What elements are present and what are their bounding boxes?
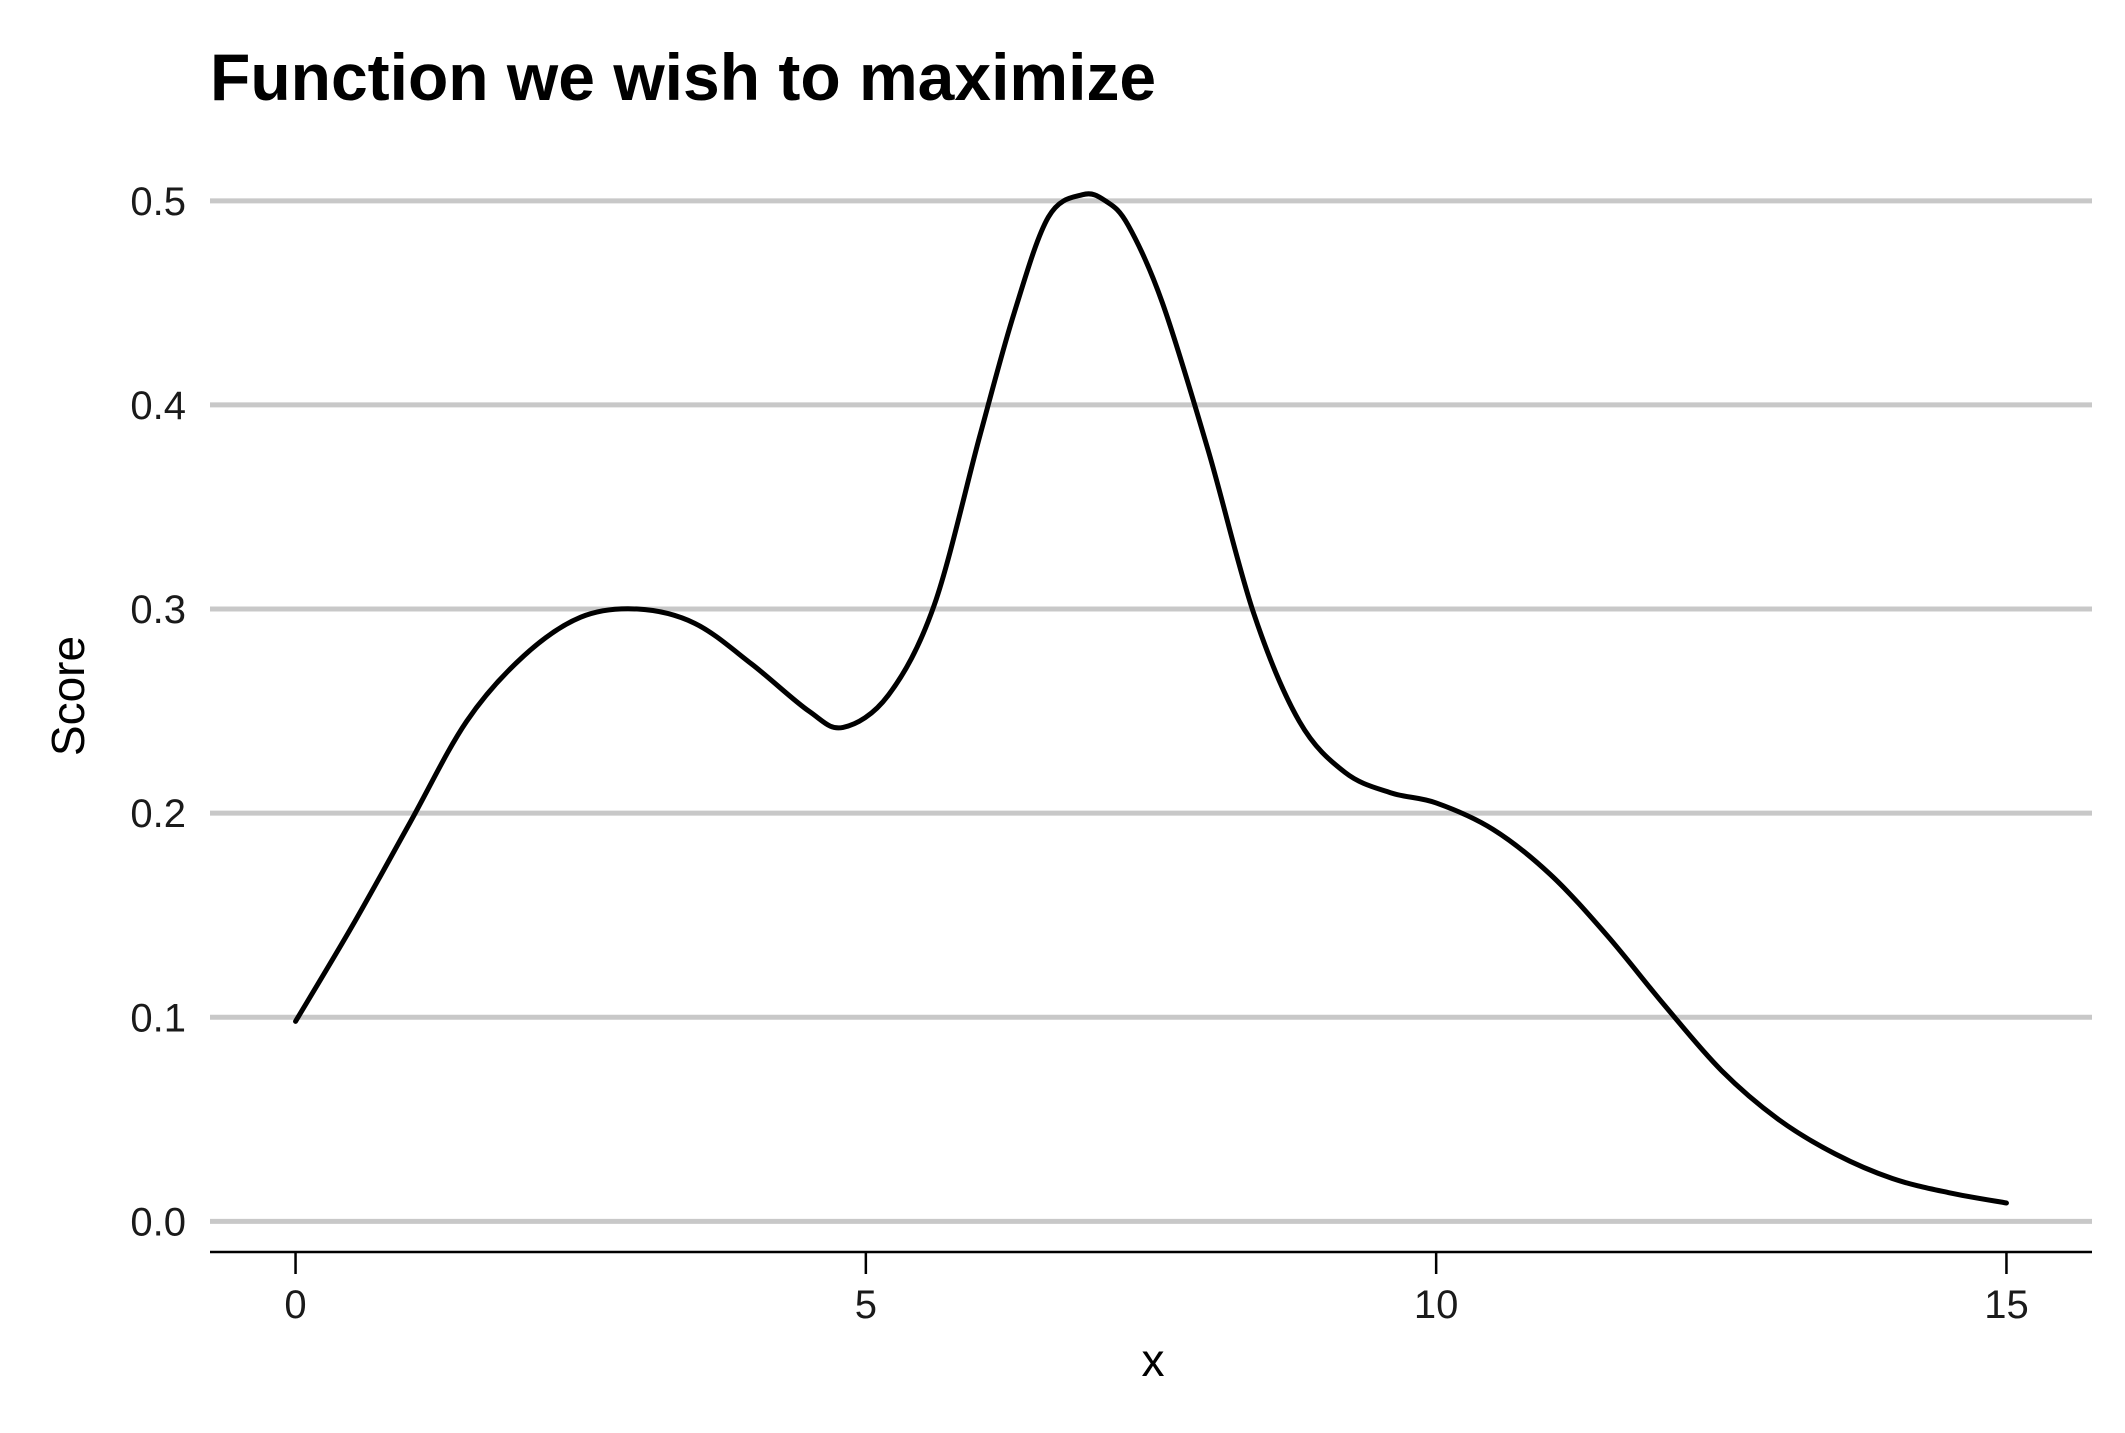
y-tick-label: 0.1	[130, 996, 186, 1040]
axis-layer	[210, 1250, 2092, 1274]
y-axis-title: Score	[42, 636, 94, 756]
x-tick-label: 15	[1984, 1283, 2029, 1327]
series-layer	[293, 191, 2009, 1206]
label-layer: Function we wish to maximize x Score 0.0…	[42, 40, 2029, 1386]
y-tick-label: 0.3	[130, 588, 186, 632]
x-axis-title: x	[1142, 1334, 1165, 1386]
x-tick-label: 0	[284, 1283, 306, 1327]
y-tick-label: 0.0	[130, 1200, 186, 1244]
x-tick-label: 10	[1414, 1283, 1459, 1327]
x-tick-label: 5	[855, 1283, 877, 1327]
y-tick-label: 0.5	[130, 180, 186, 224]
grid-layer	[210, 198, 2092, 1224]
y-tick-label: 0.2	[130, 792, 186, 836]
chart-title: Function we wish to maximize	[210, 40, 1156, 114]
score-curve-line	[293, 191, 2009, 1206]
y-tick-label: 0.4	[130, 384, 186, 428]
